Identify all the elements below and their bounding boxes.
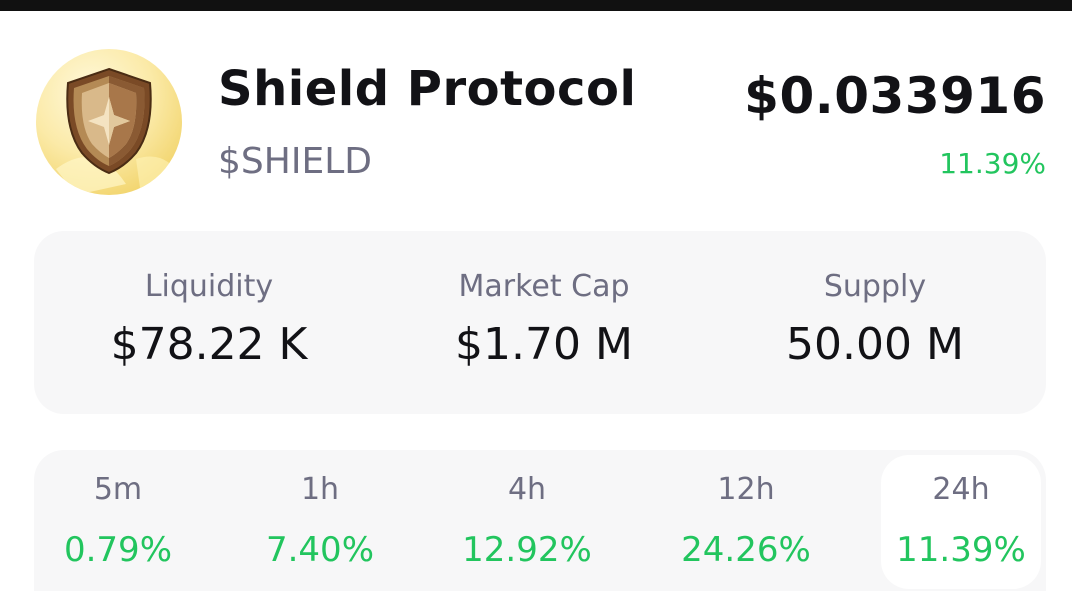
- stat-label: Market Cap: [458, 269, 630, 304]
- stat-market-cap: Market Cap $1.70 M: [369, 231, 719, 414]
- timeframe-tab-1h[interactable]: 1h 7.40%: [230, 450, 410, 590]
- stat-value: $78.22 K: [110, 319, 308, 370]
- token-symbol: $SHIELD: [218, 141, 372, 182]
- timeframe-change: 11.39%: [896, 530, 1026, 570]
- timeframe-tab-4h[interactable]: 4h 12.92%: [427, 450, 627, 590]
- token-header: Shield Protocol $SHIELD $0.033916 11.39%: [0, 11, 1072, 221]
- timeframe-change: 12.92%: [462, 530, 592, 570]
- timeframe-label: 1h: [300, 472, 340, 507]
- timeframe-change: 7.40%: [265, 530, 374, 570]
- stat-liquidity: Liquidity $78.22 K: [34, 231, 384, 414]
- timeframe-label: 24h: [932, 472, 990, 507]
- stat-label: Supply: [823, 269, 927, 304]
- price-change: 11.39%: [939, 147, 1046, 180]
- stat-label: Liquidity: [144, 269, 274, 304]
- token-name: Shield Protocol: [218, 61, 637, 117]
- timeframe-change: 24.26%: [681, 530, 811, 570]
- timeframe-tab-24h[interactable]: 24h 11.39%: [881, 455, 1041, 589]
- stat-supply: Supply 50.00 M: [700, 231, 1050, 414]
- top-bar: [0, 0, 1072, 11]
- timeframe-change: 0.79%: [63, 530, 172, 570]
- token-price: $0.033916: [744, 67, 1046, 125]
- stat-value: $1.70 M: [455, 319, 633, 370]
- timeframe-label: 5m: [93, 472, 143, 507]
- timeframe-label: 4h: [507, 472, 547, 507]
- timeframe-tab-12h[interactable]: 12h 24.26%: [646, 450, 846, 590]
- stat-value: 50.00 M: [786, 319, 964, 370]
- stats-card: Liquidity $78.22 K Market Cap $1.70 M Su…: [34, 231, 1046, 414]
- timeframe-tab-5m[interactable]: 5m 0.79%: [34, 450, 202, 590]
- shield-icon: [56, 67, 182, 195]
- token-logo: [36, 49, 182, 195]
- timeframe-selector: 5m 0.79% 1h 7.40% 4h 12.92% 12h 24.26% 2…: [34, 450, 1046, 591]
- timeframe-label: 12h: [717, 472, 775, 507]
